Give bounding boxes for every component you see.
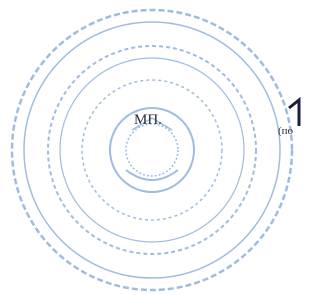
seal-emblem [126,170,178,180]
stamp-label: МП. [134,112,162,128]
handwriting-mark [289,100,299,126]
page: МП. (по (() => { const data = JSON.parse… [0,0,303,295]
seal-ring [82,80,222,220]
seal-emblem [126,124,178,176]
seal-ring [60,58,244,242]
seal [12,10,292,290]
seal-ring [24,22,280,278]
signature-note: (по [278,125,294,137]
document-fragment: МП. (по [0,0,303,295]
seal-ring [48,46,256,254]
seal-outer-ring [12,10,292,290]
